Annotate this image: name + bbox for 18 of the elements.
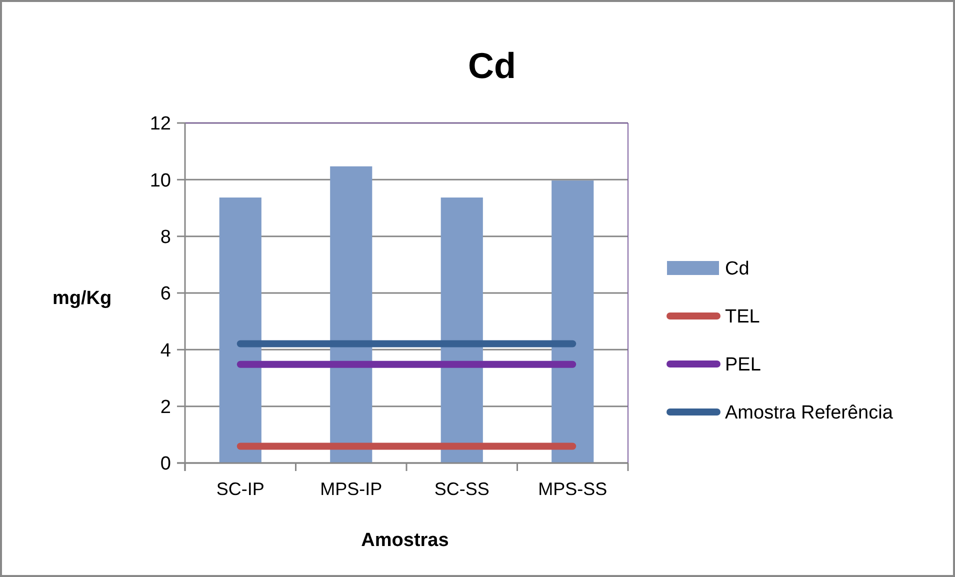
x-tick-label: MPS-IP [320, 479, 382, 499]
y-tick-label: 2 [160, 396, 171, 418]
chart-title: Cd [468, 45, 516, 86]
y-tick-label: 10 [150, 170, 171, 192]
legend-label: TEL [725, 306, 760, 328]
x-tick-label: MPS-SS [538, 479, 608, 499]
legend-label: Amostra Referência [725, 402, 894, 424]
x-axis-title: Amostras [361, 530, 449, 551]
y-tick-label: 0 [160, 454, 171, 475]
y-tick-label: 8 [160, 226, 171, 248]
y-tick-label: 6 [160, 284, 171, 305]
legend-label: PEL [725, 354, 761, 376]
legend-label: Cd [725, 258, 750, 280]
y-tick-label: 4 [160, 340, 172, 362]
y-axis-title: mg/Kg [52, 288, 112, 309]
y-tick-label: 12 [150, 114, 171, 135]
x-tick-label: SC-IP [216, 479, 264, 499]
x-tick-label: SC-SS [434, 479, 490, 499]
